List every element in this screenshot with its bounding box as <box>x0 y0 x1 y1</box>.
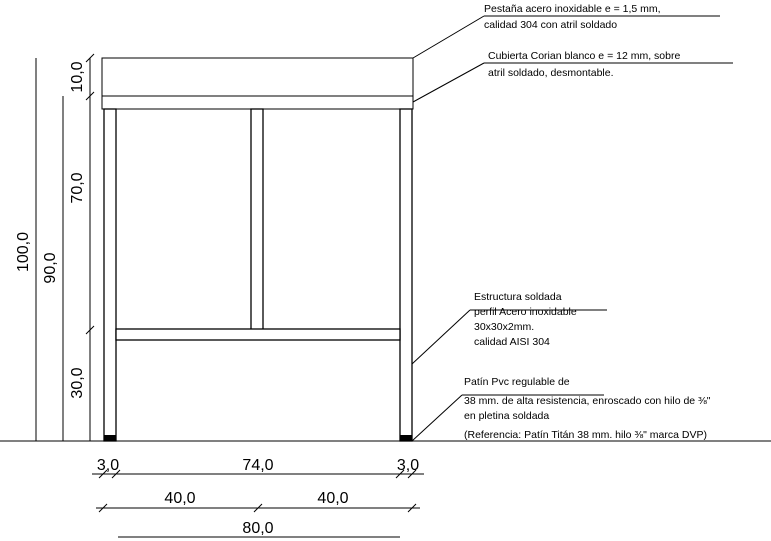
right-leg <box>399 108 413 442</box>
dim-row1-tick-b <box>111 469 121 479</box>
note-cubierta-line1: Cubierta Corian blanco e = 12 mm, sobre <box>488 50 680 62</box>
dim-left-leg-label: 3,0 <box>97 457 119 474</box>
dim-total-width-label: 80,0 <box>242 520 273 537</box>
dim-row2-tick-c <box>407 503 417 513</box>
dim-top-label: 10,0 <box>69 61 86 92</box>
dim-half-left-label: 40,0 <box>164 490 195 507</box>
dim-row1-tick-a <box>98 469 108 479</box>
tick-stretcher <box>85 325 95 335</box>
dim-body-label: 90,0 <box>42 252 59 283</box>
tick-apron <box>85 91 95 101</box>
countertop <box>101 57 414 97</box>
note-patin-line1: Patín Pvc regulable de <box>464 376 570 388</box>
dim-half-right-label: 40,0 <box>317 490 348 507</box>
annotation-notes: Pestaña acero inoxidable e = 1,5 mm, cal… <box>464 3 711 441</box>
lower-stretcher <box>115 328 401 341</box>
right-foot <box>400 435 412 441</box>
note-estructura-line2: perfil Acero inoxidable <box>474 306 577 318</box>
leader-pestana-a <box>412 15 485 59</box>
center-post <box>250 108 264 331</box>
dim-row1-tick-d <box>407 469 417 479</box>
left-leg <box>103 108 117 442</box>
table-elevation <box>101 57 414 442</box>
vertical-dimensions: 10,0 70,0 30,0 90,0 100,0 <box>15 53 95 441</box>
dim-row2-tick-a <box>98 503 108 513</box>
note-estructura-line4: calidad AISI 304 <box>474 336 550 348</box>
note-patin-line2: 38 mm. de alta resistencia, enroscado co… <box>464 395 711 407</box>
left-foot <box>104 435 116 441</box>
apron <box>101 95 414 110</box>
note-patin-line4: (Referencia: Patín Titán 38 mm. hilo ⅜" … <box>464 429 707 441</box>
dim-upper-label: 70,0 <box>69 172 86 203</box>
dim-right-leg-label: 3,0 <box>397 457 419 474</box>
leader-cubierta-a <box>412 62 485 103</box>
annotation-leaders <box>411 15 733 442</box>
leader-estructura-a <box>411 309 471 365</box>
note-patin-line3: en pletina soldada <box>464 410 549 422</box>
note-cubierta-line2: atril soldado, desmontable. <box>488 67 614 79</box>
dim-row1-tick-c <box>395 469 405 479</box>
dim-row2-tick-b <box>253 503 263 513</box>
note-estructura-line3: 30x30x2mm. <box>474 321 534 333</box>
dim-lower-label: 30,0 <box>69 367 86 398</box>
horizontal-dimensions: 3,0 74,0 3,0 40,0 40,0 80,0 <box>92 457 424 538</box>
note-pestana-line1: Pestaña acero inoxidable e = 1,5 mm, <box>484 3 661 15</box>
leader-patin-a <box>411 394 463 442</box>
note-pestana-line2: calidad 304 con atril soldado <box>484 19 617 31</box>
dim-middle-label: 74,0 <box>242 457 273 474</box>
note-estructura-line1: Estructura soldada <box>474 291 562 303</box>
tick-top <box>85 53 95 63</box>
dim-total-label: 100,0 <box>15 232 32 272</box>
